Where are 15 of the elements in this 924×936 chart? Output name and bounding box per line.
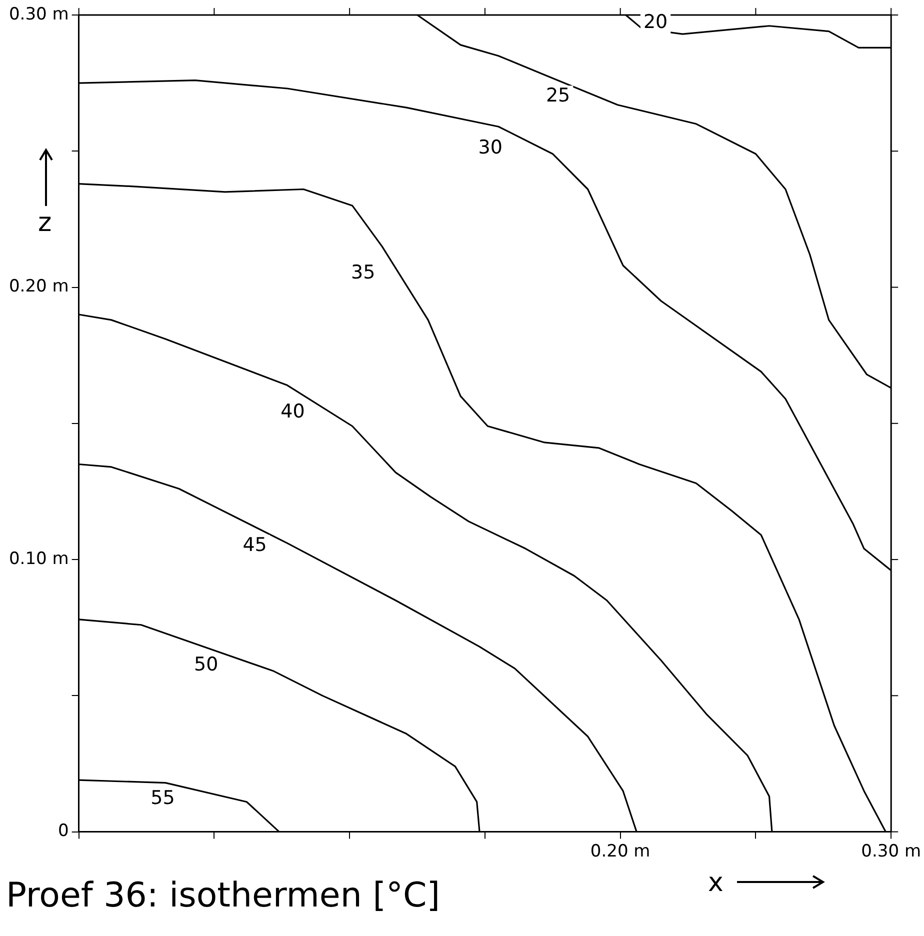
annotation: 55	[150, 787, 175, 810]
annotation: 20	[643, 11, 668, 34]
y-tick-label: 0.30 m	[8, 4, 69, 24]
y-tick-label: 0.10 m	[8, 548, 69, 569]
y-tick-label: 0.20 m	[8, 276, 69, 297]
annotation: 40	[280, 400, 305, 422]
annotation: 35	[351, 262, 376, 284]
text: Proef 36: isothermen [°C]	[6, 875, 440, 916]
annotation: 50	[194, 654, 218, 676]
x-axis-title: x	[708, 868, 724, 898]
annotation: 45	[242, 534, 267, 556]
y-axis-title: z	[38, 208, 52, 238]
annotation: 30	[478, 136, 502, 158]
annotation: 25	[546, 84, 570, 107]
y-tick-label: 0	[58, 821, 69, 842]
